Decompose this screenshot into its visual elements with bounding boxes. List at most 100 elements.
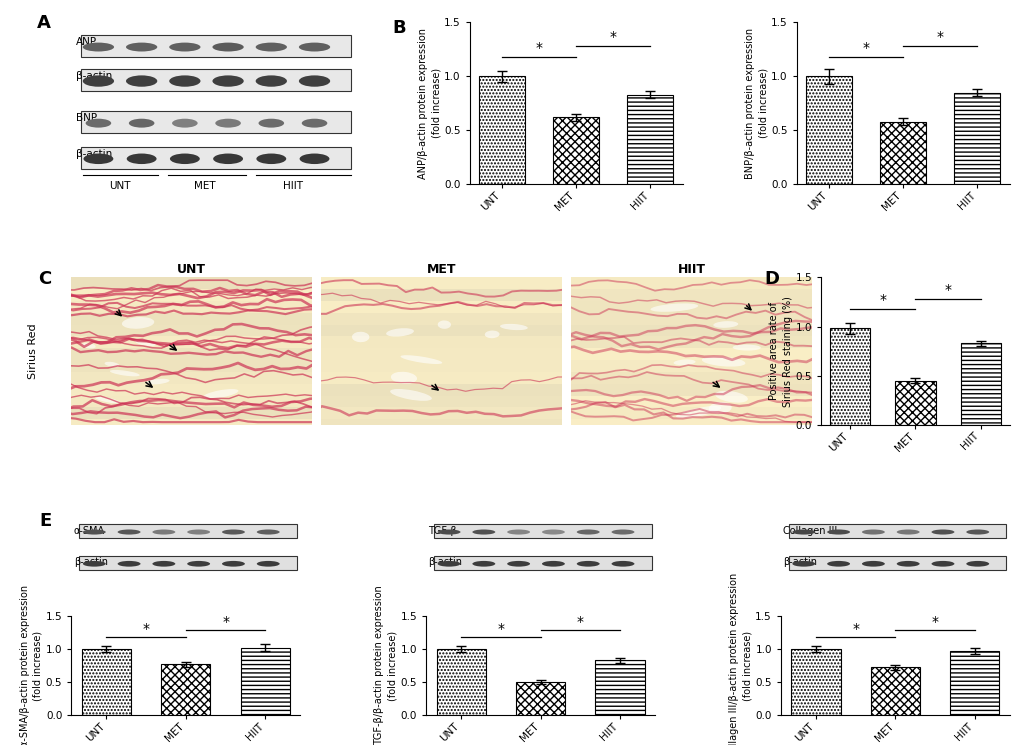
Bar xyxy=(321,408,561,419)
Bar xyxy=(788,524,1006,539)
Bar xyxy=(571,325,811,337)
Bar xyxy=(71,396,312,408)
Bar xyxy=(82,112,352,133)
Bar xyxy=(436,649,485,715)
Text: BNP: BNP xyxy=(75,113,97,123)
Ellipse shape xyxy=(302,118,327,127)
Y-axis label: ANP/β-actin protein expression
(fold increase): ANP/β-actin protein expression (fold inc… xyxy=(418,28,440,179)
Title: HIIT: HIIT xyxy=(677,263,705,276)
Ellipse shape xyxy=(499,324,527,330)
Bar xyxy=(434,524,651,539)
Text: *: * xyxy=(535,41,542,54)
Text: A: A xyxy=(38,14,51,32)
Bar xyxy=(71,265,312,277)
Ellipse shape xyxy=(352,332,369,342)
Ellipse shape xyxy=(541,530,565,535)
Ellipse shape xyxy=(386,329,414,337)
Bar xyxy=(950,651,999,715)
Bar xyxy=(71,372,312,384)
Bar xyxy=(571,301,811,313)
Ellipse shape xyxy=(714,391,747,402)
Ellipse shape xyxy=(146,378,169,384)
Bar xyxy=(71,277,312,289)
Ellipse shape xyxy=(299,75,330,86)
Ellipse shape xyxy=(930,561,954,567)
Text: *: * xyxy=(944,283,951,297)
Ellipse shape xyxy=(169,42,201,51)
Bar xyxy=(571,384,811,396)
Text: UNT: UNT xyxy=(109,181,130,191)
Y-axis label: BNP/β-actin protein expression
(fold increase): BNP/β-actin protein expression (fold inc… xyxy=(744,28,767,179)
Ellipse shape xyxy=(896,561,919,567)
Y-axis label: α-SMA/β-actin protein expression
(fold increase): α-SMA/β-actin protein expression (fold i… xyxy=(19,584,43,745)
Ellipse shape xyxy=(300,153,329,164)
Bar xyxy=(479,76,525,184)
Ellipse shape xyxy=(732,344,760,351)
Title: UNT: UNT xyxy=(177,263,206,276)
Ellipse shape xyxy=(83,561,106,567)
Ellipse shape xyxy=(203,389,238,399)
Bar xyxy=(82,649,130,715)
Bar xyxy=(828,329,869,425)
Text: *: * xyxy=(143,621,150,635)
Ellipse shape xyxy=(861,561,883,567)
Ellipse shape xyxy=(83,530,106,535)
Ellipse shape xyxy=(222,530,245,535)
Bar xyxy=(161,664,210,715)
Text: B: B xyxy=(392,19,406,37)
Ellipse shape xyxy=(126,42,157,51)
Bar xyxy=(321,301,561,313)
Bar xyxy=(571,313,811,325)
Ellipse shape xyxy=(673,360,695,365)
Ellipse shape xyxy=(472,561,495,567)
Ellipse shape xyxy=(117,561,141,567)
Bar xyxy=(571,265,811,277)
Text: *: * xyxy=(609,30,616,44)
Ellipse shape xyxy=(390,372,417,384)
Ellipse shape xyxy=(676,406,720,418)
Bar xyxy=(571,337,811,348)
Text: Collagen III: Collagen III xyxy=(783,526,837,536)
Text: *: * xyxy=(930,615,937,629)
Ellipse shape xyxy=(222,561,245,567)
Bar xyxy=(434,556,651,570)
Text: *: * xyxy=(851,621,858,635)
Ellipse shape xyxy=(84,153,113,164)
Bar xyxy=(71,419,312,431)
Bar xyxy=(82,35,352,57)
Text: β-actin: β-actin xyxy=(73,557,108,568)
Bar xyxy=(321,325,561,337)
Ellipse shape xyxy=(965,561,988,567)
Ellipse shape xyxy=(611,530,634,535)
Ellipse shape xyxy=(712,321,738,328)
Ellipse shape xyxy=(82,343,96,349)
Bar xyxy=(71,408,312,419)
Ellipse shape xyxy=(256,153,286,164)
Ellipse shape xyxy=(506,530,530,535)
Bar xyxy=(571,360,811,372)
Ellipse shape xyxy=(213,153,243,164)
Bar xyxy=(960,343,1001,425)
Ellipse shape xyxy=(187,530,210,535)
Bar xyxy=(571,289,811,301)
Text: Sirius Red: Sirius Red xyxy=(28,323,38,379)
Ellipse shape xyxy=(611,561,634,567)
Ellipse shape xyxy=(257,530,279,535)
Bar xyxy=(571,372,811,384)
Ellipse shape xyxy=(105,362,119,367)
Bar xyxy=(321,348,561,360)
Bar xyxy=(571,277,811,289)
Bar xyxy=(595,660,644,715)
Ellipse shape xyxy=(792,561,814,567)
Bar xyxy=(571,348,811,360)
Bar xyxy=(82,69,352,91)
Bar xyxy=(321,313,561,325)
Bar xyxy=(879,121,925,184)
Text: MET: MET xyxy=(194,181,216,191)
Ellipse shape xyxy=(650,303,697,312)
Text: ANP: ANP xyxy=(75,37,97,47)
Text: β-actin: β-actin xyxy=(75,71,112,81)
Text: β-actin: β-actin xyxy=(783,557,816,568)
Ellipse shape xyxy=(86,118,111,127)
Ellipse shape xyxy=(187,561,210,567)
